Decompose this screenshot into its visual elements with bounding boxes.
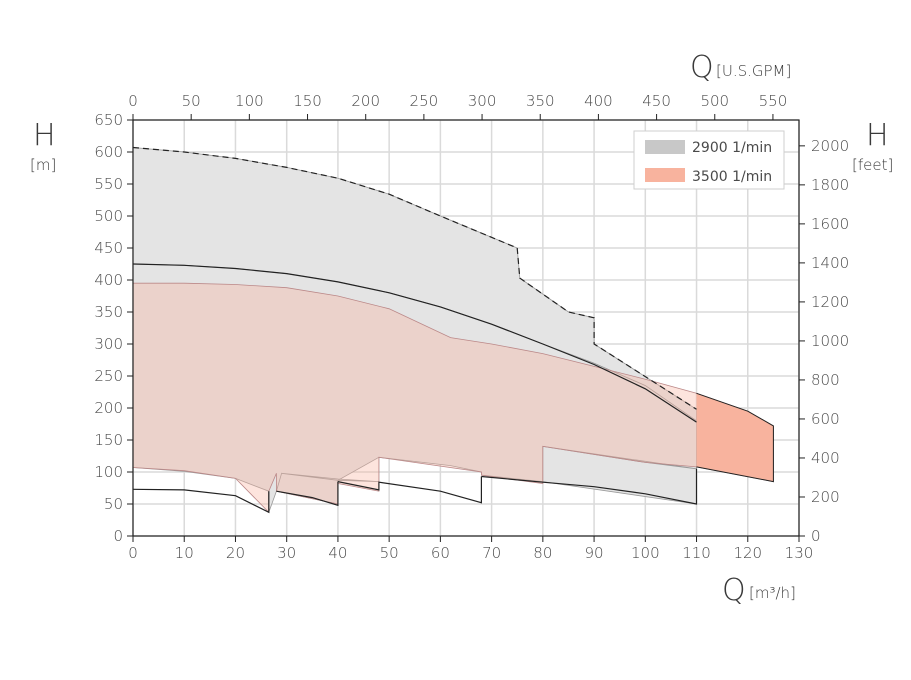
y-tick-label: 50 xyxy=(104,495,123,513)
curve-4 xyxy=(276,481,339,507)
y-tick-label: 650 xyxy=(94,111,123,129)
x-tick-label: 70 xyxy=(482,544,501,562)
x-axis-symbol: Q xyxy=(722,573,746,608)
curve-6 xyxy=(481,468,698,505)
y2-tick-label: 2000 xyxy=(811,137,849,155)
y2-tick-label: 600 xyxy=(811,410,840,428)
y-axis-unit: [m] xyxy=(30,156,56,174)
x-tick-label: 80 xyxy=(533,544,552,562)
y2-tick-label: 1800 xyxy=(811,176,849,194)
y-tick-label: 100 xyxy=(94,463,123,481)
x2-tick-label: 450 xyxy=(642,92,671,110)
x-tick-label: 130 xyxy=(785,544,814,562)
curve-2 xyxy=(696,392,774,483)
y-tick-label: 150 xyxy=(94,431,123,449)
y-tick-label: 600 xyxy=(94,143,123,161)
x-tick-label: 30 xyxy=(277,544,296,562)
legend-label-2900: 2900 1/min xyxy=(692,140,772,156)
x-tick-label: 120 xyxy=(733,544,762,562)
x-tick-label: 0 xyxy=(128,544,138,562)
y-axis-ticks: 0 50 100 150 200 250 300 350 400 450 500 550 600 650 xyxy=(94,111,133,545)
x2-tick-label: 400 xyxy=(584,92,613,110)
x2-tick-label: 200 xyxy=(351,92,380,110)
y2-axis-ticks: 0 200 400 600 800 1000 1200 1400 1600 1800 2000 xyxy=(799,137,849,545)
y-tick-label: 200 xyxy=(94,399,123,417)
legend-swatch-2900 xyxy=(645,140,685,154)
x-tick-label: 40 xyxy=(328,544,347,562)
legend-swatch-3500 xyxy=(645,168,685,182)
performance-areas xyxy=(132,147,774,514)
y2-axis-symbol: H xyxy=(866,118,889,153)
y2-axis-unit: [feet] xyxy=(852,156,893,174)
x2-tick-label: 0 xyxy=(128,92,138,110)
y2-tick-label: 800 xyxy=(811,371,840,389)
area-3500 xyxy=(132,282,774,514)
x-tick-label: 20 xyxy=(226,544,245,562)
x2-tick-label: 100 xyxy=(235,92,264,110)
y-axis-symbol: H xyxy=(33,118,56,153)
y-tick-label: 0 xyxy=(113,527,123,545)
y-tick-label: 350 xyxy=(94,303,123,321)
x2-axis-unit: [U.S.GPM] xyxy=(716,62,791,80)
x2-tick-label: 50 xyxy=(182,92,201,110)
curve-5 xyxy=(337,476,482,504)
x2-tick-label: 250 xyxy=(410,92,439,110)
y-tick-label: 400 xyxy=(94,271,123,289)
y2-tick-label: 1000 xyxy=(811,332,849,350)
x-tick-label: 110 xyxy=(682,544,711,562)
y2-tick-label: 0 xyxy=(811,527,821,545)
y-tick-label: 550 xyxy=(94,175,123,193)
performance-curves xyxy=(132,146,774,514)
x-tick-label: 50 xyxy=(380,544,399,562)
y-tick-label: 300 xyxy=(94,335,123,353)
x-tick-label: 10 xyxy=(175,544,194,562)
x2-tick-label: 500 xyxy=(700,92,729,110)
y2-tick-label: 1600 xyxy=(811,215,849,233)
x-tick-label: 60 xyxy=(431,544,450,562)
x2-tick-label: 150 xyxy=(293,92,322,110)
y-tick-label: 250 xyxy=(94,367,123,385)
plot-frame xyxy=(132,119,800,537)
y2-tick-label: 200 xyxy=(811,488,840,506)
x-tick-label: 100 xyxy=(631,544,660,562)
legend-label-3500: 3500 1/min xyxy=(692,169,772,185)
y-tick-label: 450 xyxy=(94,239,123,257)
y-tick-label: 500 xyxy=(94,207,123,225)
y2-tick-label: 1400 xyxy=(811,254,849,272)
legend: 2900 1/min 3500 1/min xyxy=(633,130,785,190)
y2-tick-label: 400 xyxy=(811,449,840,467)
x-tick-label: 90 xyxy=(585,544,604,562)
curve-3 xyxy=(132,488,270,514)
x-axis-unit: [m³/h] xyxy=(749,584,796,602)
y2-tick-label: 1200 xyxy=(811,293,849,311)
x-axis-ticks: 0 10 20 30 40 50 60 70 80 90 100 110 120 130 xyxy=(128,536,813,562)
curve-0 xyxy=(132,146,697,410)
x2-tick-label: 300 xyxy=(468,92,497,110)
x2-tick-label: 350 xyxy=(526,92,555,110)
x2-axis-ticks: 0 50 100 150 200 250 300 350 400 450 500 550 xyxy=(128,92,787,120)
x2-tick-label: 550 xyxy=(759,92,788,110)
x2-axis-symbol: Q xyxy=(690,50,714,85)
curve-1 xyxy=(132,263,697,423)
